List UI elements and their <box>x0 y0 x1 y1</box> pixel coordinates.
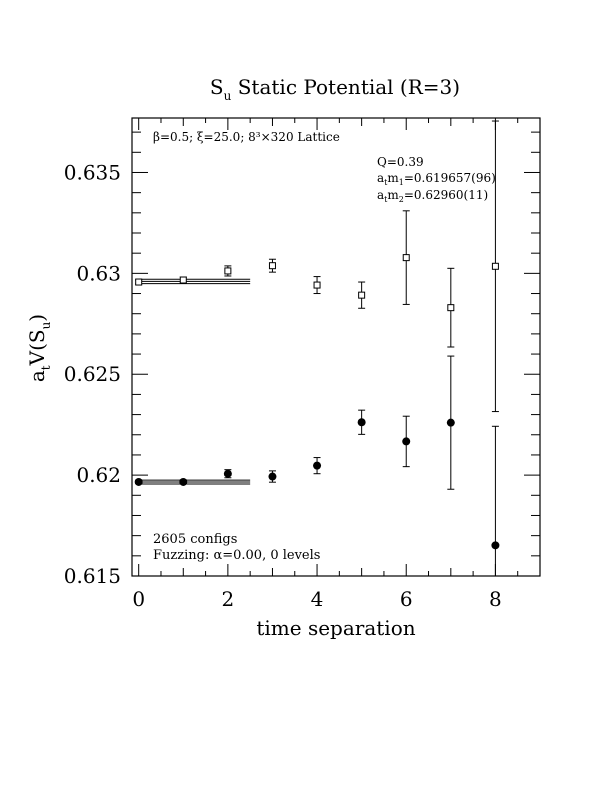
q-annotation: Q=0.39 <box>377 155 424 169</box>
ylabel-a: a <box>25 370 49 382</box>
x-tick-label: 4 <box>311 587 324 611</box>
m2-m: m <box>387 188 399 202</box>
data-point-circle <box>268 472 277 481</box>
tick-labels: 0 2 4 6 8 0.615 0.62 0.625 0.63 0.635 <box>64 160 502 611</box>
y-tick-label: 0.63 <box>76 261 121 285</box>
x-tick-label: 8 <box>489 587 502 611</box>
data-point-circle <box>402 437 411 446</box>
fuzzing-annotation: Fuzzing: α=0.00, 0 levels <box>153 548 320 563</box>
data-point-square <box>313 281 321 289</box>
y-tick-label: 0.625 <box>64 362 121 386</box>
data-point-circle <box>313 461 322 470</box>
title-main: S <box>210 75 224 99</box>
data-point-circle <box>491 541 500 550</box>
axis-ticks <box>132 118 541 577</box>
data-point-square <box>268 262 276 270</box>
mass1-annotation: atm1=0.619657(96) <box>377 171 496 187</box>
data-point-circle <box>134 477 143 486</box>
data-point-circle <box>446 418 455 427</box>
data-point-square <box>447 304 455 312</box>
m1-t: t <box>384 178 388 187</box>
y-tick-label: 0.615 <box>64 564 121 588</box>
ylabel-end: ) <box>25 314 49 322</box>
mass2-annotation: atm2=0.62960(11) <box>377 188 488 204</box>
configs-annotation: 2605 configs <box>153 532 237 547</box>
m2-val: =0.62960(11) <box>404 188 488 202</box>
m1-sub: 1 <box>399 178 404 187</box>
ylabel-sub-t: t <box>39 365 53 370</box>
data-points <box>134 120 500 576</box>
data-point-square <box>224 267 232 275</box>
data-point-square <box>135 278 143 286</box>
ylabel-mid: V(S <box>25 329 49 366</box>
m2-sub: 2 <box>399 195 404 204</box>
m1-m: m <box>387 171 399 185</box>
data-point-square <box>402 254 410 262</box>
lattice-annotation: β=0.5; ξ=25.0; 8³×320 Lattice <box>153 130 340 144</box>
x-axis-label: time separation <box>256 616 415 640</box>
title-subscript: u <box>224 89 232 103</box>
data-point-circle <box>223 469 232 478</box>
plot-frame <box>131 117 541 577</box>
m2-t: t <box>384 195 388 204</box>
y-axis-label: atV(Su) <box>25 314 53 382</box>
y-tick-label: 0.635 <box>64 160 121 184</box>
x-tick-label: 2 <box>222 587 235 611</box>
chart-title: Su Static Potential (R=3) <box>210 75 460 103</box>
data-point-square <box>491 262 499 270</box>
data-point-square <box>358 291 366 299</box>
ylabel-sub-u: u <box>39 321 53 329</box>
y-tick-label: 0.62 <box>76 463 121 487</box>
x-tick-label: 0 <box>132 587 145 611</box>
data-point-square <box>179 276 187 284</box>
fit-lines <box>138 278 251 485</box>
m2-a: a <box>377 188 384 202</box>
data-point-circle <box>179 477 188 486</box>
m1-a: a <box>377 171 384 185</box>
x-tick-label: 6 <box>400 587 413 611</box>
data-point-circle <box>357 418 366 427</box>
m1-val: =0.619657(96) <box>404 171 496 185</box>
title-rest: Static Potential (R=3) <box>231 75 460 99</box>
